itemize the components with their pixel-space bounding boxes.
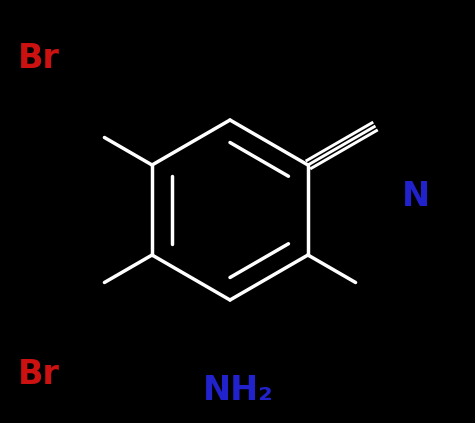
- Text: Br: Br: [18, 358, 60, 391]
- Text: N: N: [402, 179, 430, 212]
- Text: Br: Br: [18, 42, 60, 75]
- Text: NH₂: NH₂: [203, 374, 274, 407]
